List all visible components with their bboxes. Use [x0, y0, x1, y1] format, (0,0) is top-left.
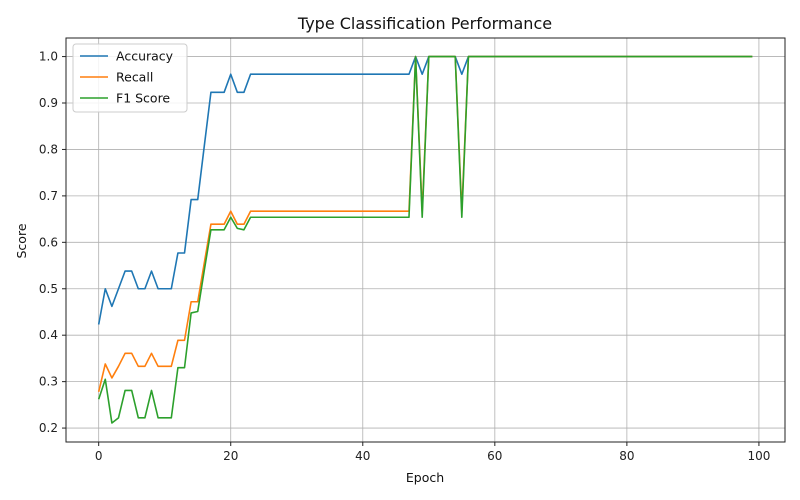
legend-box	[72, 43, 188, 113]
ticks-layer: 0 20 40 60 80 100 0.2 0.3 0.4 0.5 0.6 0.7 0.8 0.9 1.0	[39, 50, 770, 463]
y-tick-label: 0.5	[39, 282, 58, 296]
x-tick-label: 20	[223, 449, 238, 463]
y-tick-label: 0.6	[39, 235, 58, 249]
series-layer	[97, 55, 753, 424]
x-tick-label: 100	[747, 449, 770, 463]
y-tick-label: 0.2	[39, 421, 58, 435]
series-line-accuracy	[97, 55, 753, 325]
series-line-f1-score	[97, 55, 753, 424]
x-tick-label: 60	[487, 449, 502, 463]
plot-frame	[65, 37, 786, 443]
y-tick-label: 0.4	[39, 328, 58, 342]
y-tick-label: 0.9	[39, 96, 58, 110]
x-tick-label: 40	[355, 449, 370, 463]
legend-label: Recall	[116, 70, 153, 85]
x-tick-label: 0	[95, 449, 103, 463]
y-axis-title: Score	[14, 223, 29, 258]
legend-label: F1 Score	[116, 91, 170, 106]
x-tick-label: 80	[619, 449, 634, 463]
legend: Accuracy Recall F1 Score	[72, 43, 188, 113]
y-tick-label: 1.0	[39, 50, 58, 64]
x-axis-title: Epoch	[406, 470, 444, 485]
y-tick-label: 0.8	[39, 142, 58, 156]
chart-title: Type Classification Performance	[297, 14, 552, 33]
y-tick-label: 0.7	[39, 189, 58, 203]
legend-label: Accuracy	[116, 49, 174, 64]
series-line-recall	[97, 55, 753, 393]
y-tick-label: 0.3	[39, 375, 58, 389]
